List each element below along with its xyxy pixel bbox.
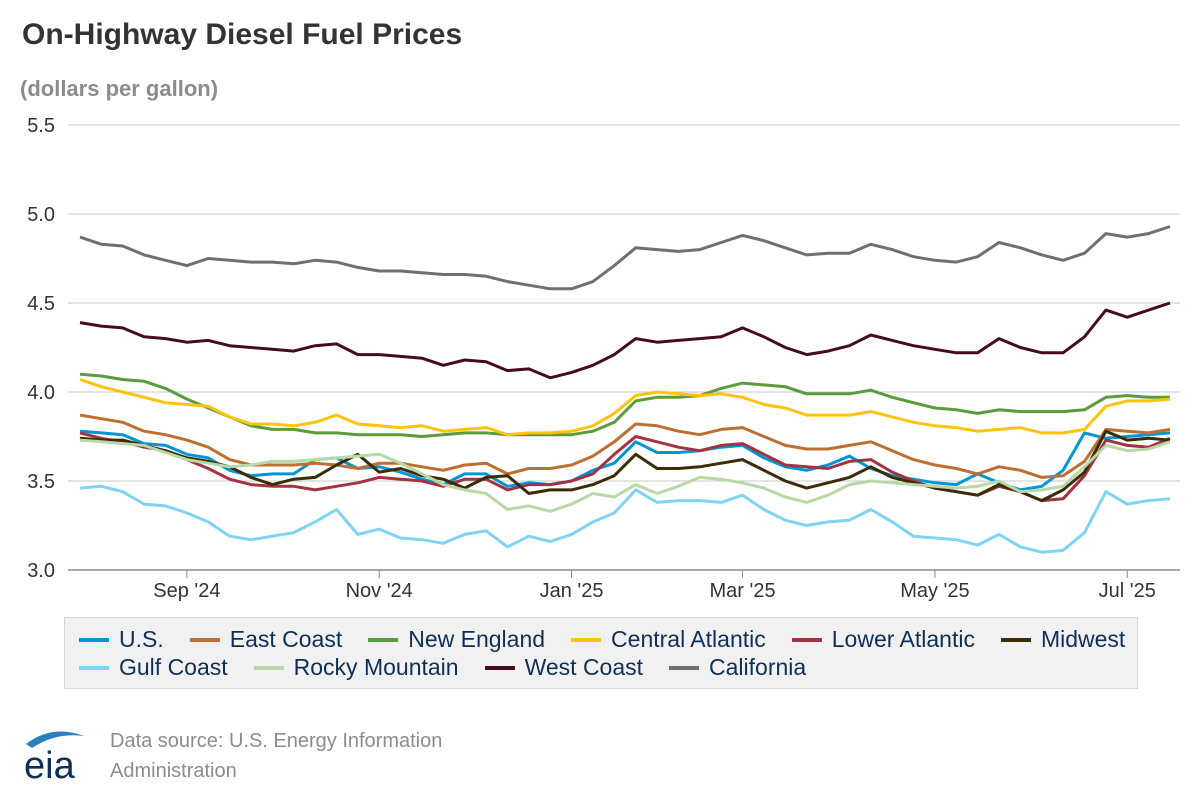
footer: eia Data source: U.S. Energy Information… <box>22 726 490 787</box>
legend-swatch <box>669 665 700 670</box>
legend-label: U.S. <box>119 626 164 652</box>
x-tick-label: Mar '25 <box>710 580 776 602</box>
legend-item[interactable]: California <box>669 654 806 681</box>
legend-swatch <box>79 637 109 642</box>
y-tick-label: 4.5 <box>27 293 55 315</box>
legend-swatch <box>571 637 602 642</box>
legend-item[interactable]: West Coast <box>484 654 644 681</box>
x-tick-label: Jul '25 <box>1099 580 1156 602</box>
y-tick-label: 3.0 <box>27 560 55 582</box>
legend-swatch <box>368 637 399 642</box>
eia-logo: eia <box>22 726 92 787</box>
y-tick-label: 3.5 <box>27 471 55 493</box>
legend-label: New England <box>408 626 546 652</box>
legend-item[interactable]: Central Atlantic <box>571 626 766 653</box>
legend-swatch <box>791 637 822 642</box>
series-line-east-coast <box>79 413 1171 479</box>
legend: U.S. East Coast New England Central Atlanti… <box>64 617 1138 689</box>
x-tick-label: Jan '25 <box>540 580 604 602</box>
series-lines <box>79 225 1171 554</box>
y-axis: 3.0 3.5 4.0 4.5 5.0 5.5 <box>27 115 55 582</box>
legend-label: Central Atlantic <box>611 626 766 652</box>
legend-label: East Coast <box>229 626 343 652</box>
x-tick-label: May '25 <box>900 580 969 602</box>
legend-row: Gulf Coast Rocky Mountain West Coast Califo… <box>79 654 832 681</box>
legend-swatch <box>253 665 284 670</box>
series-line-u-s <box>79 429 1171 492</box>
y-tick-label: 4.0 <box>27 382 55 404</box>
legend-label: Midwest <box>1040 626 1126 652</box>
legend-label: Rocky Mountain <box>293 654 459 680</box>
data-source: Data source: U.S. Energy Information Adm… <box>110 730 443 782</box>
legend-label: California <box>709 654 807 680</box>
grid-lines <box>68 124 1180 571</box>
legend-label: West Coast <box>524 654 644 680</box>
logo-text: eia <box>24 745 76 786</box>
legend-item[interactable]: New England <box>368 626 545 653</box>
y-tick-label: 5.0 <box>27 204 55 226</box>
chart-subtitle: (dollars per gallon) <box>20 76 219 101</box>
legend-item[interactable]: Lower Atlantic <box>791 626 975 653</box>
series-line-central-atlantic <box>79 378 1171 437</box>
legend-swatch <box>189 637 220 642</box>
legend-swatch <box>484 665 515 670</box>
x-tick-label: Sep '24 <box>153 580 220 602</box>
series-line-gulf-coast <box>79 484 1171 554</box>
legend-item[interactable]: U.S. <box>79 626 164 653</box>
y-tick-label: 5.5 <box>27 115 55 137</box>
series-line-rocky-mountain <box>79 438 1171 513</box>
legend-label: Lower Atlantic <box>831 626 975 652</box>
legend-swatch <box>79 665 109 670</box>
legend-item[interactable]: East Coast <box>189 626 343 653</box>
chart-title: On-Highway Diesel Fuel Prices <box>22 18 463 51</box>
legend-row: U.S. East Coast New England Central Atlanti… <box>79 626 1151 653</box>
legend-swatch <box>1000 637 1031 642</box>
series-line-west-coast <box>79 301 1171 380</box>
legend-item[interactable]: Gulf Coast <box>79 654 228 681</box>
x-tick-label: Nov '24 <box>346 580 413 602</box>
series-line-new-england <box>79 372 1170 438</box>
legend-label: Gulf Coast <box>119 654 228 680</box>
x-axis: Sep '24 Nov '24 Jan '25 Mar '25 May '25 Jul '… <box>153 570 1156 602</box>
series-line-midwest <box>79 429 1171 503</box>
legend-item[interactable]: Midwest <box>1000 626 1126 653</box>
legend-item[interactable]: Rocky Mountain <box>253 654 459 681</box>
series-line-california <box>79 225 1171 291</box>
